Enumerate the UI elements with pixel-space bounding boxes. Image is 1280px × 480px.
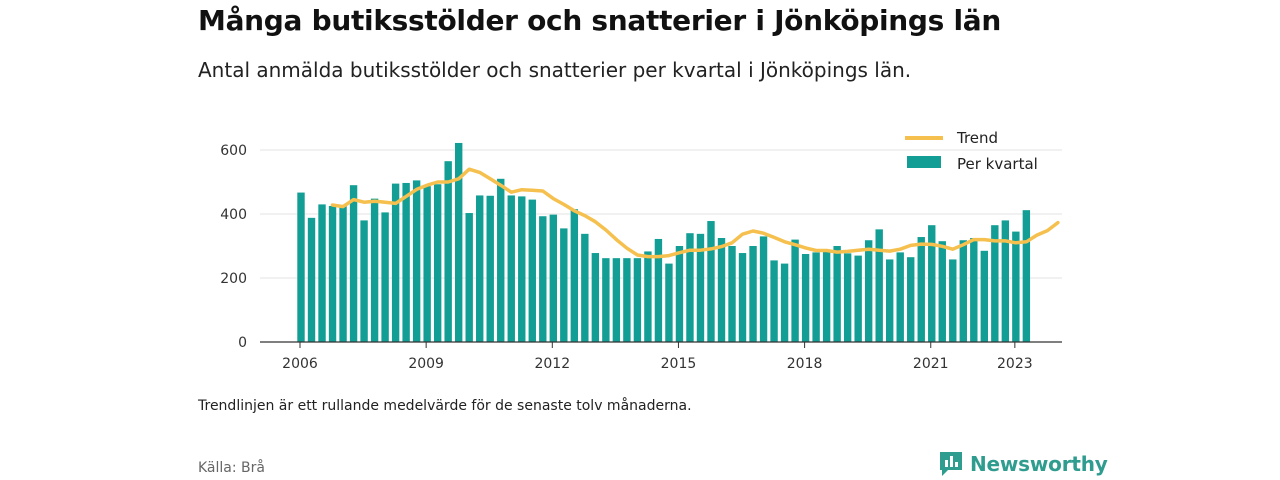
- bar: [297, 192, 305, 342]
- bar: [864, 240, 873, 342]
- y-tick-label: 400: [220, 207, 247, 223]
- newsworthy-logo: Newsworthy: [938, 450, 1108, 478]
- newsworthy-logo-icon: [940, 452, 962, 476]
- bar: [370, 198, 379, 342]
- bar: [339, 206, 347, 342]
- bar: [886, 259, 894, 342]
- bar: [412, 180, 421, 342]
- bar: [497, 178, 505, 342]
- bar: [728, 246, 736, 342]
- axes: 0 200 400 600 2006 2009 2012 2015 2018 2021 2023: [220, 143, 1062, 372]
- bar: [560, 228, 568, 342]
- source-label: Källa: Brå: [198, 460, 265, 476]
- bar: [328, 206, 337, 342]
- x-tick-label: 2018: [787, 356, 823, 372]
- bar: [738, 253, 747, 342]
- bar: [381, 212, 389, 342]
- bar: [623, 258, 631, 342]
- bar: [696, 233, 705, 342]
- bar: [686, 233, 694, 342]
- bar: [938, 241, 946, 342]
- bar: [749, 246, 757, 342]
- bar: [318, 204, 326, 342]
- y-tick-label: 600: [220, 143, 247, 159]
- legend-trend-label: Trend: [956, 129, 998, 147]
- bar: [949, 259, 957, 342]
- bar: [717, 238, 726, 342]
- bar: [707, 221, 715, 342]
- x-tick-label: 2015: [661, 356, 697, 372]
- legend-bars-label: Per kvartal: [957, 155, 1038, 173]
- trend-line: [330, 167, 1060, 259]
- bar: [980, 250, 989, 342]
- bar: [854, 255, 862, 342]
- bar: [896, 252, 904, 342]
- bar: [759, 236, 768, 342]
- bar: [917, 237, 925, 342]
- bar: [654, 238, 663, 342]
- legend-bars-swatch: [907, 156, 941, 168]
- legend: Trend Per kvartal: [905, 129, 1038, 173]
- bar: [591, 253, 600, 342]
- y-tick-label: 0: [238, 335, 247, 351]
- bar: [644, 251, 652, 342]
- bar: [465, 213, 473, 342]
- bar: [549, 214, 557, 342]
- bar: [539, 216, 547, 342]
- bar: [959, 240, 967, 342]
- bar: [833, 246, 841, 342]
- bar: [602, 258, 610, 342]
- footnote: Trendlinjen är ett rullande medelvärde f…: [198, 398, 692, 414]
- bar: [528, 199, 536, 342]
- bar: [612, 258, 621, 342]
- bar: [1022, 210, 1031, 342]
- bar: [780, 263, 789, 342]
- bar: [928, 225, 936, 342]
- bar: [360, 220, 368, 342]
- bar: [444, 161, 452, 342]
- bar: [812, 252, 820, 342]
- bar: [907, 257, 915, 342]
- bar: [875, 229, 883, 342]
- bar: [633, 258, 642, 342]
- chart-title: Många butiksstölder och snatterier i Jön…: [198, 4, 1002, 37]
- bar: [970, 238, 978, 342]
- bar: [1012, 231, 1020, 342]
- y-tick-label: 200: [220, 271, 247, 287]
- x-tick-label: 2023: [997, 356, 1033, 372]
- bar: [843, 253, 852, 342]
- bar: [307, 217, 316, 342]
- bar: [675, 246, 684, 342]
- x-tick-label: 2009: [408, 356, 444, 372]
- x-tick-label: 2006: [282, 356, 318, 372]
- bar: [581, 233, 589, 342]
- bar: [822, 249, 831, 342]
- bar: [1001, 220, 1010, 342]
- trend-line-layer: [330, 167, 1060, 259]
- bar: [791, 239, 799, 342]
- bar: [665, 263, 673, 342]
- bar: [349, 185, 358, 342]
- bar: [486, 195, 494, 342]
- chart-subtitle: Antal anmälda butiksstölder och snatteri…: [198, 58, 912, 82]
- bar: [507, 195, 515, 342]
- bar: [518, 196, 526, 342]
- x-tick-label: 2021: [913, 356, 949, 372]
- bar: [801, 254, 810, 342]
- bar: [402, 182, 410, 342]
- bar: [454, 142, 463, 342]
- bar: [570, 209, 579, 342]
- bar: [391, 183, 400, 342]
- x-tick-label: 2012: [534, 356, 570, 372]
- bar: [433, 184, 442, 342]
- bars: [297, 142, 1031, 342]
- bar: [476, 195, 484, 342]
- bar: [770, 260, 778, 342]
- bar: [423, 186, 431, 342]
- bar: [991, 225, 999, 342]
- brand-name: Newsworthy: [970, 452, 1108, 476]
